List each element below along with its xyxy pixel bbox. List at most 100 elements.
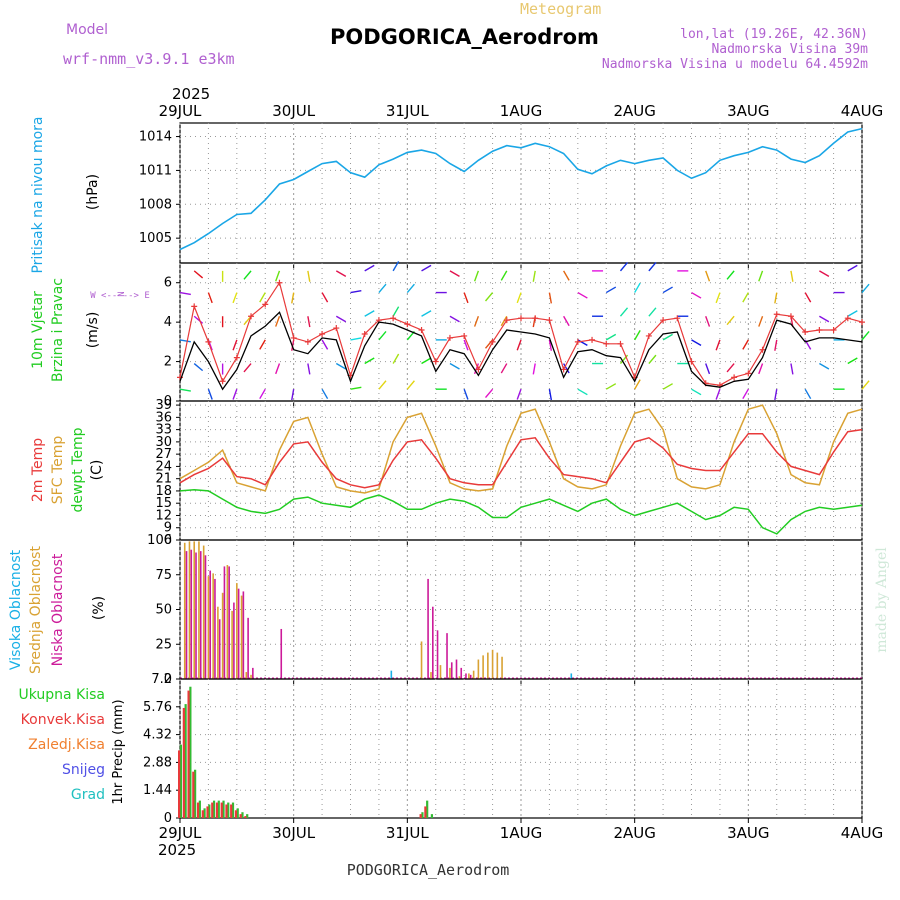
pressure-line [179, 127, 863, 251]
wind-arrow [847, 357, 858, 365]
wind-arrow [705, 270, 711, 282]
precip-conv-bar [419, 814, 422, 818]
wind-arrow [463, 388, 469, 400]
wind-arrow [193, 363, 204, 372]
cloud-low-bar [199, 551, 202, 679]
precip-conv-bar [192, 771, 195, 818]
wind-arrow [619, 262, 629, 272]
gust-marker [333, 325, 340, 332]
cloud-low-bar [223, 566, 226, 679]
bottom-day-labels: 29JUL 30JUL 31JUL 1AUG 2AUG 3AUG 4AUG [159, 824, 884, 842]
gust-marker [475, 366, 482, 373]
top-day-labels: 29JUL 30JUL 31JUL 1AUG 2AUG 3AUG 4AUG [159, 102, 884, 120]
temp2m-title: 2m Temp [30, 438, 46, 502]
bottom-day-label: 1AUG [500, 824, 542, 842]
wind-arrow [179, 291, 191, 296]
tick-label-y: 33 [155, 423, 172, 438]
wind-arrow [691, 339, 702, 346]
precip-snow-title: Snijeg [62, 762, 105, 778]
cloud-mid-bar [496, 652, 499, 679]
wind-arrow [321, 388, 329, 400]
wind-arrow [406, 380, 415, 390]
gust-marker [816, 327, 823, 334]
station-elevation: Nadmorska Visina 39m [711, 42, 868, 57]
tick-label-y: 1008 [139, 197, 172, 212]
tick-label-y: 100 [147, 533, 172, 548]
wind-subtitle: Brzina i Pravac [50, 278, 66, 382]
dewpt-title: dewpt Temp [70, 427, 86, 512]
wind-arrow [392, 306, 400, 317]
top-day-label: 3AUG [727, 102, 769, 120]
footer-station: PODGORICA_Aerodrom [347, 861, 510, 879]
wind-arrow [350, 289, 362, 294]
precip-conv-bar [187, 690, 190, 818]
gust-marker [574, 338, 581, 345]
cloud-low-bar [455, 659, 458, 679]
gust-marker [745, 370, 752, 377]
model-label: Model [66, 22, 108, 38]
cloud-mid-bar [221, 592, 224, 679]
wind-arrow [463, 339, 469, 351]
bottom-day-label: 30JUL [272, 824, 315, 842]
wind-arrow [648, 354, 657, 364]
wind-arrow [790, 363, 794, 375]
cloud-low-bar [242, 591, 245, 679]
wind-arrow [193, 315, 204, 324]
wind-arrow [715, 388, 721, 400]
wind-arrow [662, 333, 673, 341]
wind-arrow [819, 270, 830, 277]
precip-total-bar [189, 686, 192, 818]
wind-arrow [307, 316, 311, 328]
gust-marker [418, 327, 425, 334]
pressure-unit: (hPa) [85, 174, 101, 210]
wind-arrow [742, 388, 749, 400]
cloud-low-bar [195, 552, 197, 679]
wind-arrow [350, 386, 362, 390]
wind-arrow [364, 357, 375, 365]
wind-arrow [392, 261, 400, 272]
wind-arrow [421, 264, 432, 272]
wind-arrow [548, 389, 553, 401]
bottom-day-label: 4AUG [841, 824, 883, 842]
gust-marker [503, 317, 510, 324]
cloud-panel: 0 25 50 75 100 [147, 533, 863, 687]
wind-arrow [548, 339, 553, 351]
wind-arrow [364, 264, 375, 272]
cloud-low-bar [218, 619, 221, 679]
wind-arrow [619, 307, 629, 317]
wind-arrow [364, 310, 375, 317]
tick-label-y: 1005 [139, 231, 172, 246]
wind-arrow [532, 270, 536, 282]
wind-arrow [634, 330, 641, 341]
wind-arrow [861, 331, 870, 341]
wind-arrow [484, 292, 494, 302]
wind-arrow [634, 282, 641, 293]
wind-arrow [819, 315, 830, 323]
wind-arrow [291, 389, 295, 401]
wind-arrow [577, 339, 588, 346]
tick-label-y: 6 [164, 533, 172, 548]
precip-total-bar [426, 800, 429, 818]
wind-arrow [307, 270, 311, 282]
wind-compass-ns: N [117, 291, 127, 296]
wind-arrow [577, 291, 588, 299]
cloud-mid-bar [250, 674, 252, 679]
gust-marker [489, 338, 496, 345]
tick-label-y: 2.88 [143, 755, 172, 770]
wind-arrow [726, 270, 735, 280]
wind-arrow [726, 363, 735, 373]
wind-arrow [275, 315, 281, 327]
tick-label-y: 1014 [139, 130, 172, 145]
wind-arrow [259, 292, 266, 303]
wind-arrow [804, 388, 812, 400]
wind-arrow [500, 315, 508, 327]
gust-marker [446, 334, 453, 341]
wind-arrow [193, 270, 204, 279]
cloud-mid-bar [245, 672, 248, 679]
wind-arrow [662, 383, 673, 390]
wind-arrow [847, 310, 858, 317]
wind-arrow [335, 362, 347, 370]
gust-marker [787, 313, 794, 320]
cloud-mid-bar [183, 542, 186, 679]
gust-marker [645, 332, 652, 339]
